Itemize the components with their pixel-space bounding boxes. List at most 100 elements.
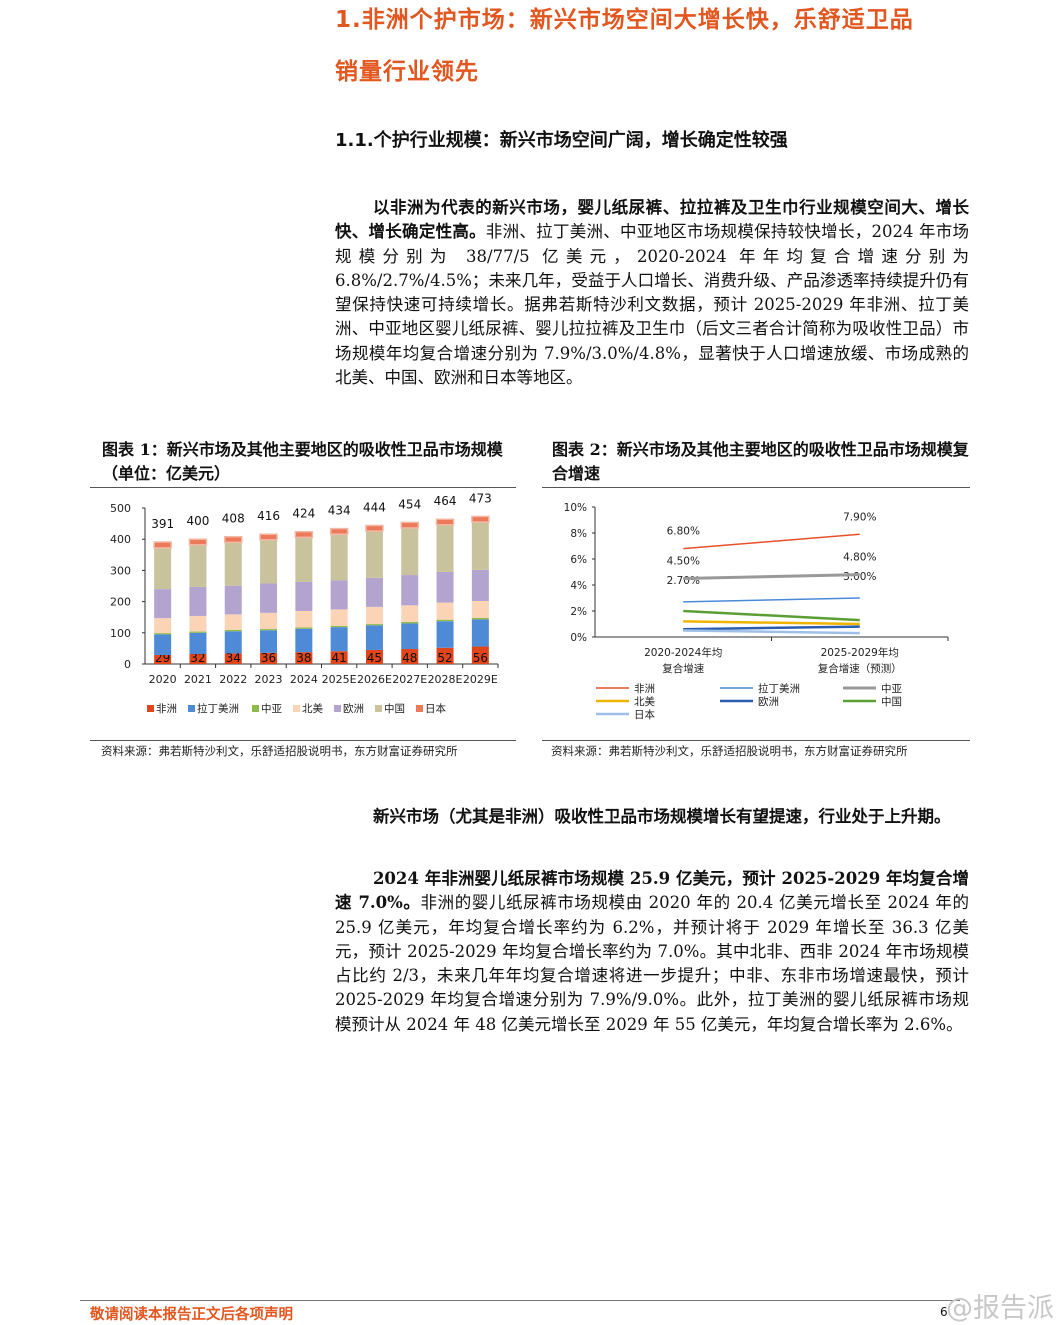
y-tick-label: 8% [570,528,587,540]
data-label-非洲: 7.90% [843,511,876,523]
bar-segment-拉丁美洲 [330,627,348,652]
bar-segment-中亚 [471,617,489,620]
bar-segment-中亚 [260,629,278,631]
paragraph-2: 新兴市场（尤其是非洲）吸收性卫品市场规模增长有望提速，行业处于上升期。 [335,805,969,829]
x-tick-label: 2025E [322,673,357,686]
bar-total-label: 416 [257,509,280,523]
bar-segment-非洲 [365,649,383,664]
footer-disclaimer: 敬请阅读本报告正文后各项声明 [90,1307,293,1323]
bar-total-label: 464 [434,494,457,508]
bar-total-label: 444 [363,500,386,514]
line-北美 [683,620,860,626]
legend-label: 非洲 [156,703,177,715]
bar-segment-非洲 [330,651,348,664]
y-tick-label: 2% [570,606,587,618]
bar-segment-北美 [154,618,172,634]
bar-data-label: 32 [190,651,205,665]
bar-segment-中亚 [330,625,348,628]
y-tick-label: 400 [110,533,131,546]
figure-1-bottom-rule [90,740,516,741]
bar-segment-非洲 [189,654,207,664]
bar-data-label: 56 [473,651,488,665]
bar-segment-日本 [365,524,384,532]
x-tick-label: 2023 [255,673,283,686]
x-tick-label: 2020-2024年均 [644,646,722,659]
x-tick-label: 2022 [219,673,247,686]
x-tick-label: 2027E [392,673,427,686]
bar-segment-拉丁美洲 [189,632,207,655]
paragraph-2-lead: 新兴市场（尤其是非洲）吸收性卫品市场规模增长有望提速，行业处于上升期。 [372,807,951,826]
bar-segment-中国 [224,542,242,586]
bar-segment-欧洲 [436,571,454,603]
line-中亚 [683,573,860,580]
y-tick-label: 100 [110,627,131,640]
legend-label: 中亚 [261,702,282,715]
legend-swatch-非洲 [147,705,154,712]
bar-segment-北美 [189,615,207,632]
data-label-中亚: 4.80% [843,552,876,564]
bar-segment-中国 [436,524,454,572]
figure-2-source: 资料来源：弗若斯特沙利文，乐舒适招股说明书，东方财富证券研究所 [551,744,908,758]
bar-data-label: 36 [261,651,276,665]
section-heading-line2: 销量行业领先 [335,59,479,85]
bar-data-label: 45 [367,651,382,665]
bar-segment-中国 [471,522,489,570]
bar-segment-北美 [260,612,278,630]
bar-segment-中国 [260,539,278,584]
bar-segment-非洲 [260,652,278,664]
data-label-中亚: 4.50% [667,556,700,568]
bar-segment-中国 [189,544,207,587]
bar-segment-北美 [365,606,383,625]
bar-segment-中亚 [436,619,454,622]
figure-1-stacked-bar-chart: 0100200300400500202029391202132400202234… [110,492,499,715]
y-tick-label: 6% [570,554,587,566]
bar-segment-北美 [401,605,419,622]
bar-segment-日本 [188,538,208,546]
y-tick-label: 500 [110,502,131,515]
legend-label: 欧洲 [343,703,364,715]
bar-data-label: 34 [226,651,241,665]
x-tick-label: 2025-2029年均 [821,646,899,659]
y-tick-label: 4% [570,580,587,592]
bar-segment-中亚 [189,631,207,633]
x-tick-label: 2024 [290,673,318,686]
bar-segment-中亚 [365,624,383,626]
bar-segment-非洲 [295,652,313,664]
y-tick-label: 0 [124,658,131,671]
bar-total-label: 454 [398,497,421,511]
legend-swatch-拉丁美洲 [188,705,195,712]
bar-total-label: 434 [328,504,351,518]
watermark: @报告派 [946,1293,1054,1324]
bar-segment-非洲 [154,654,172,664]
legend-swatch-日本 [416,705,423,712]
bar-segment-拉丁美洲 [471,619,489,647]
x-tick-label: 2028E [428,673,463,686]
paragraph-3-lead: 2024 年非洲婴儿纸尿裤市场规模 25.9 亿美元，预计 2025-2029 … [335,869,969,913]
bar-segment-欧洲 [295,581,313,611]
subsection-heading: 1.1.个护行业规模：新兴市场空间广阔，增长确定性较强 [335,130,788,151]
paragraph-1-body: 非洲、拉丁美洲、中亚地区市场规模保持较快增长，2024 年市场规模分别为 38/… [335,222,969,388]
data-label-拉丁美洲: 2.70% [667,575,700,587]
legend-label: 北美 [634,695,655,708]
bar-data-label: 41 [332,651,347,665]
bar-segment-拉丁美洲 [436,621,454,648]
x-tick-label: 复合增速 [662,662,704,675]
legend-swatch-中亚 [252,705,259,712]
bar-segment-中国 [154,547,172,590]
legend-label: 中亚 [881,682,902,695]
bar-segment-中亚 [295,627,313,629]
data-label-拉丁美洲: 3.00% [843,571,876,583]
bar-segment-中国 [330,534,348,581]
bar-total-label: 424 [292,507,315,521]
bar-segment-非洲 [401,649,419,664]
bar-segment-拉丁美洲 [365,625,383,650]
line-中国 [683,609,860,622]
data-label-非洲: 6.80% [667,526,700,538]
bar-data-label: 48 [402,651,417,665]
bar-segment-日本 [294,530,314,539]
bar-total-label: 473 [469,492,492,505]
legend-label: 拉丁美洲 [197,702,239,715]
bar-segment-中亚 [154,633,172,635]
footer-rule [80,1300,960,1301]
